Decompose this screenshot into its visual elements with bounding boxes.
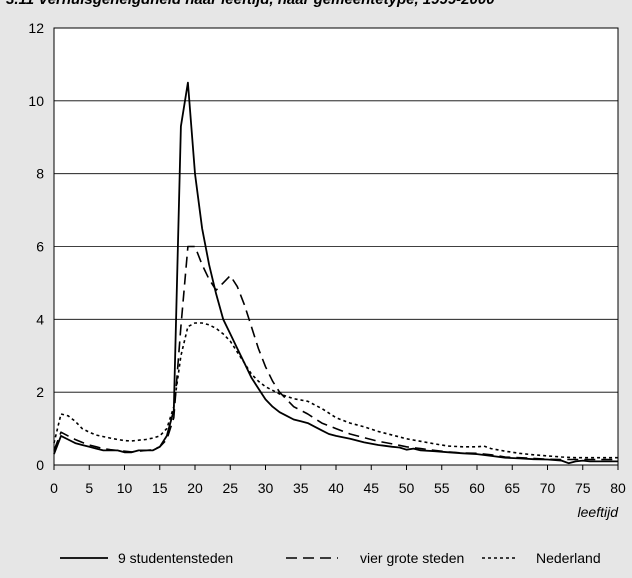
y-tick-label: 8 bbox=[36, 166, 44, 182]
y-tick-label: 6 bbox=[36, 239, 44, 255]
x-tick-label: 30 bbox=[258, 480, 274, 496]
x-tick-label: 55 bbox=[434, 480, 450, 496]
x-tick-label: 70 bbox=[540, 480, 556, 496]
x-tick-label: 35 bbox=[293, 480, 309, 496]
x-tick-label: 10 bbox=[117, 480, 133, 496]
legend: 9 studentensteden vier grote steden Nederl… bbox=[60, 550, 601, 566]
y-tick-label: 12 bbox=[28, 20, 44, 36]
legend-label-2: vier grote steden bbox=[360, 550, 464, 566]
x-axis-label: leeftijd bbox=[578, 504, 620, 520]
y-tick-label: 2 bbox=[36, 384, 44, 400]
y-tick-label: 10 bbox=[28, 93, 44, 109]
series-layer bbox=[53, 81, 618, 465]
x-tick-label: 40 bbox=[328, 480, 344, 496]
legend-label-1: 9 studentensteden bbox=[118, 550, 233, 566]
series-line-2 bbox=[53, 245, 618, 461]
x-tick-label: 45 bbox=[363, 480, 379, 496]
x-tick-label: 25 bbox=[222, 480, 238, 496]
x-tick-label: 75 bbox=[575, 480, 591, 496]
x-tick-label: 50 bbox=[399, 480, 415, 496]
x-tick-label: 15 bbox=[152, 480, 168, 496]
x-tick-label: 0 bbox=[50, 480, 58, 496]
x-tick-label: 65 bbox=[504, 480, 520, 496]
y-tick-label: 0 bbox=[36, 457, 44, 473]
chart-title-text: 3.11 Verhuisgeneigdheid naar leeftijd, n… bbox=[6, 0, 495, 8]
axes: 0 2 4 6 8 10 12 0 5 10 15 20 25 30 35 40 45 50 55 60 65 70 75 8… bbox=[28, 20, 626, 496]
y-tick-label: 4 bbox=[36, 311, 44, 327]
legend-label-3: Nederland bbox=[536, 550, 601, 566]
grid-lines bbox=[54, 100, 618, 393]
x-tick-label: 20 bbox=[187, 480, 203, 496]
chart-title: 3.11 Verhuisgeneigdheid naar leeftijd, n… bbox=[0, 0, 632, 14]
x-tick-label: 80 bbox=[610, 480, 626, 496]
x-tick-label: 60 bbox=[469, 480, 485, 496]
x-tick-label: 5 bbox=[85, 480, 93, 496]
